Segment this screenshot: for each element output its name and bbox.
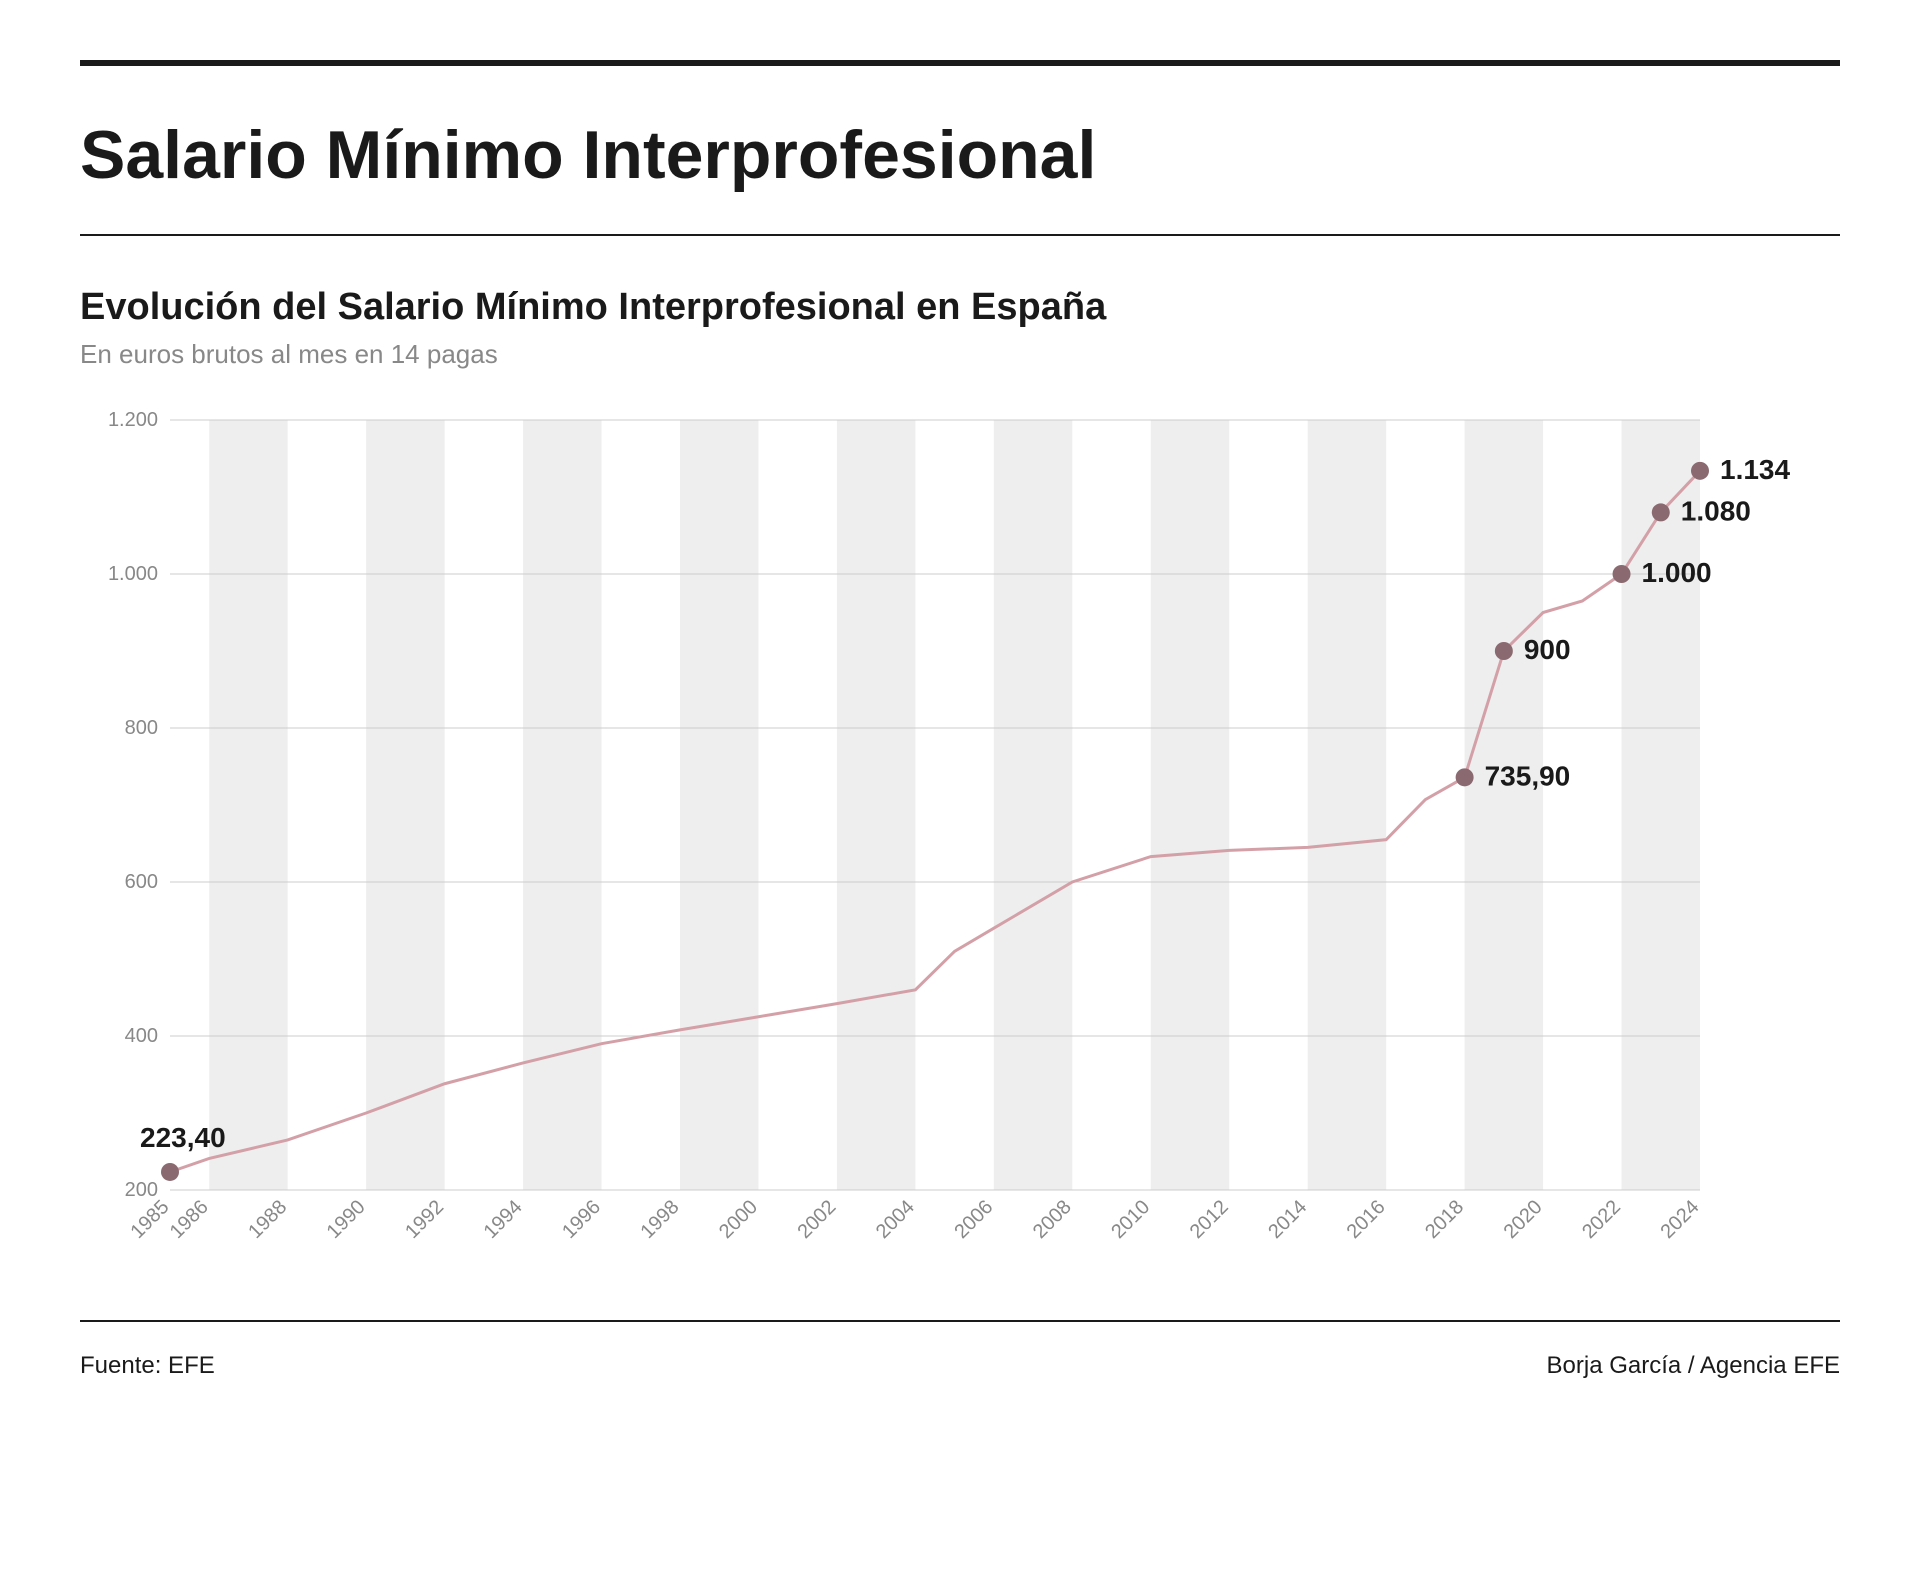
source-label: Fuente: EFE <box>80 1352 215 1380</box>
chart-container: 200 400 600 800 1.000 1.200 19851986 1988 1990 19… <box>80 400 1840 1280</box>
svg-text:200: 200 <box>125 1179 158 1201</box>
svg-text:400: 400 <box>125 1025 158 1047</box>
svg-text:1.000: 1.000 <box>1642 557 1712 588</box>
svg-text:2018: 2018 <box>1421 1196 1468 1243</box>
svg-text:2000: 2000 <box>715 1196 762 1243</box>
svg-text:2020: 2020 <box>1500 1196 1547 1243</box>
svg-text:1.080: 1.080 <box>1681 495 1751 526</box>
svg-text:2006: 2006 <box>950 1196 997 1243</box>
chart-subtitle: Evolución del Salario Mínimo Interprofes… <box>80 286 1840 329</box>
svg-text:600: 600 <box>125 871 158 893</box>
svg-text:2022: 2022 <box>1578 1196 1625 1243</box>
svg-text:2014: 2014 <box>1264 1196 1311 1243</box>
svg-text:1996: 1996 <box>558 1196 605 1243</box>
svg-text:800: 800 <box>125 717 158 739</box>
title-divider <box>80 234 1840 236</box>
top-border <box>80 60 1840 66</box>
svg-text:1.134: 1.134 <box>1720 454 1790 485</box>
svg-text:900: 900 <box>1524 634 1571 665</box>
credit-label: Borja García / Agencia EFE <box>1547 1352 1840 1380</box>
svg-text:2010: 2010 <box>1107 1196 1154 1243</box>
svg-text:2004: 2004 <box>872 1196 919 1243</box>
svg-text:1985: 1985 <box>127 1196 174 1243</box>
page-title: Salario Mínimo Interprofesional <box>80 116 1840 194</box>
svg-text:1998: 1998 <box>637 1196 684 1243</box>
svg-text:1990: 1990 <box>323 1196 370 1243</box>
svg-text:1986: 1986 <box>166 1196 213 1243</box>
svg-text:1988: 1988 <box>244 1196 291 1243</box>
svg-text:2008: 2008 <box>1029 1196 1076 1243</box>
svg-text:1992: 1992 <box>401 1196 448 1243</box>
svg-text:1994: 1994 <box>480 1196 527 1243</box>
svg-text:735,90: 735,90 <box>1485 760 1571 791</box>
chart-description: En euros brutos al mes en 14 pagas <box>80 339 1840 370</box>
svg-text:2002: 2002 <box>793 1196 840 1243</box>
svg-text:2016: 2016 <box>1343 1196 1390 1243</box>
bottom-divider <box>80 1320 1840 1322</box>
footer: Fuente: EFE Borja García / Agencia EFE <box>80 1352 1840 1380</box>
svg-text:1.000: 1.000 <box>108 563 158 585</box>
svg-text:2012: 2012 <box>1186 1196 1233 1243</box>
svg-text:2024: 2024 <box>1657 1196 1704 1243</box>
svg-text:223,40: 223,40 <box>140 1122 226 1153</box>
line-chart: 200 400 600 800 1.000 1.200 19851986 1988 1990 19… <box>80 400 1840 1280</box>
svg-text:1.200: 1.200 <box>108 409 158 431</box>
